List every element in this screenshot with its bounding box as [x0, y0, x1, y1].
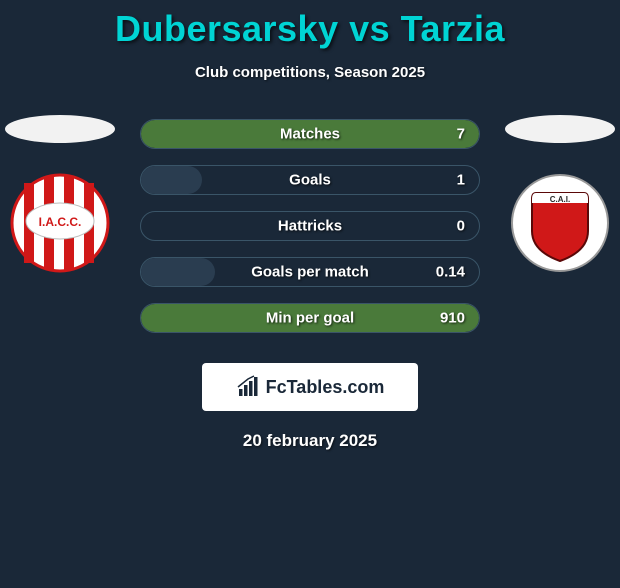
svg-text:C.A.I.: C.A.I.	[550, 195, 570, 204]
stat-fill	[141, 258, 215, 286]
stat-fill	[141, 166, 202, 194]
stat-value: 0.14	[436, 264, 465, 281]
stat-value: 0	[457, 218, 465, 235]
subtitle: Club competitions, Season 2025	[0, 64, 620, 81]
cai-badge-icon: C.A.I.	[510, 173, 610, 273]
stat-value: 910	[440, 310, 465, 327]
stat-row: Matches 7	[140, 119, 480, 149]
player-left-avatar	[5, 115, 115, 143]
chart-icon	[236, 375, 260, 399]
stat-label: Min per goal	[266, 310, 354, 327]
stat-row: Goals 1	[140, 165, 480, 195]
club-badge-right: C.A.I.	[510, 173, 610, 273]
comparison-panel: I.A.C.C. C.A.I. Matches 7 Goals 1 Hattricks 0…	[0, 107, 620, 347]
club-badge-left: I.A.C.C.	[10, 173, 110, 273]
date-label: 20 february 2025	[0, 431, 620, 451]
stat-label: Hattricks	[278, 218, 342, 235]
iacc-badge-icon: I.A.C.C.	[10, 173, 110, 273]
stat-row: Hattricks 0	[140, 211, 480, 241]
stat-value: 7	[457, 126, 465, 143]
svg-text:I.A.C.C.: I.A.C.C.	[39, 215, 82, 229]
stat-label: Goals per match	[251, 264, 369, 281]
page-title: Dubersarsky vs Tarzia	[0, 8, 620, 50]
player-left: I.A.C.C.	[0, 107, 120, 273]
player-right-avatar	[505, 115, 615, 143]
stat-label: Goals	[289, 172, 331, 189]
stat-value: 1	[457, 172, 465, 189]
stats-list: Matches 7 Goals 1 Hattricks 0 Goals per match 0…	[140, 119, 480, 333]
branding-text: FcTables.com	[266, 377, 385, 398]
player-right: C.A.I.	[500, 107, 620, 273]
stat-label: Matches	[280, 126, 340, 143]
stat-row: Goals per match 0.14	[140, 257, 480, 287]
branding-badge[interactable]: FcTables.com	[202, 363, 418, 411]
stat-row: Min per goal 910	[140, 303, 480, 333]
